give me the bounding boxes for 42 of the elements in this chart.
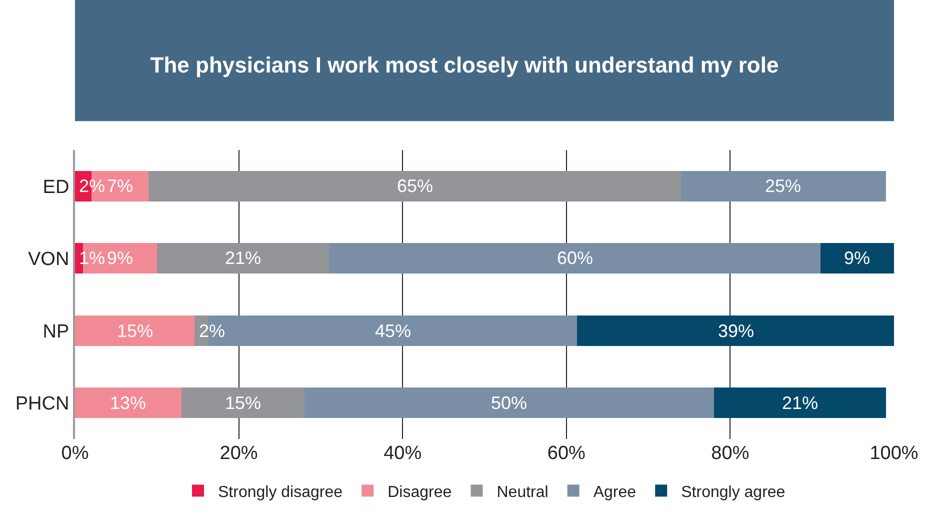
legend-label: Disagree <box>388 484 452 501</box>
bar <box>577 315 894 346</box>
bar <box>148 170 682 202</box>
y-tick-label: NP <box>42 321 70 342</box>
bar <box>328 243 820 274</box>
bar <box>304 388 714 418</box>
x-tick-label: 0% <box>61 443 89 464</box>
x-tick-label: 60% <box>547 443 586 464</box>
bar <box>714 388 886 418</box>
x-tick-label: 20% <box>220 443 258 464</box>
data-label: 2% <box>199 321 226 341</box>
data-label: 9% <box>107 248 134 268</box>
data-label: 39% <box>718 321 754 341</box>
y-tick-label: PHCN <box>15 394 70 415</box>
data-label: 9% <box>844 248 870 268</box>
data-label: 50% <box>491 393 528 413</box>
data-label: 21% <box>225 248 262 268</box>
legend-label: Strongly disagree <box>218 484 343 501</box>
bar <box>681 170 886 202</box>
bar <box>156 243 329 274</box>
bar <box>181 388 304 418</box>
data-label: 45% <box>375 321 412 341</box>
y-tick-label: VON <box>28 249 70 270</box>
data-label: 25% <box>765 176 802 196</box>
x-tick-label: 40% <box>384 443 422 464</box>
bar <box>75 315 195 346</box>
data-label: 15% <box>225 393 262 413</box>
bar <box>820 243 894 274</box>
x-tick-label: 80% <box>711 443 750 464</box>
legend-label: Strongly agree <box>681 484 786 501</box>
chart-title: The physicians I work most closely with understand my role <box>150 52 779 78</box>
data-label: 15% <box>117 321 154 341</box>
data-label: 60% <box>557 248 594 268</box>
data-label: 65% <box>397 176 434 196</box>
bar <box>75 388 182 418</box>
legend-label: Agree <box>593 484 636 501</box>
data-label: 13% <box>110 393 146 413</box>
data-label: 7% <box>107 176 134 196</box>
data-label: 21% <box>782 393 818 413</box>
legend-label: Neutral <box>496 484 548 501</box>
x-tick-label: 100% <box>870 443 918 464</box>
y-tick-label: ED <box>42 176 70 198</box>
